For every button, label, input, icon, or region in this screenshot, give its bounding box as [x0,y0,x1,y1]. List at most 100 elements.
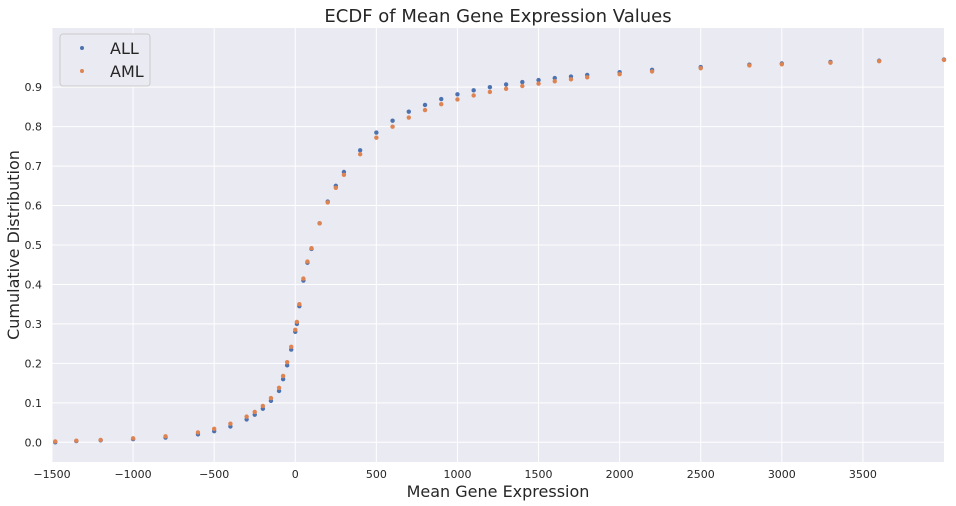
data-point-all [280,376,286,382]
data-point-aml [228,421,233,426]
x-tick-label: −500 [199,468,229,481]
data-point-aml [244,414,249,419]
data-point-aml [536,81,541,86]
x-tick-label: 2500 [687,468,715,481]
y-axis-ticks: 0.0 0.1 0.2 0.3 0.4 0.5 0.6 0.7 0.8 0.9 [25,81,43,449]
data-point-aml [305,259,310,264]
data-point-aml [130,436,136,441]
data-point-aml [520,83,525,89]
data-point-aml [284,359,290,365]
data-point-aml [74,438,79,443]
y-tick-label: 0.2 [25,357,43,370]
data-point-aml [439,101,444,107]
data-point-all [455,92,460,97]
data-point-all [520,79,525,85]
x-tick-label: −1500 [33,468,70,481]
data-point-all [276,388,282,394]
data-point-aml [293,327,298,333]
y-tick-label: 0.1 [25,397,43,410]
x-tick-label: 500 [366,468,387,481]
gridlines [51,28,944,462]
data-point-aml [552,79,557,84]
y-tick-label: 0.8 [25,121,43,134]
data-point-all [471,88,476,93]
data-point-aml [341,172,347,177]
y-tick-label: 0.9 [25,81,43,94]
data-point-aml [487,89,493,95]
data-point-all [552,75,557,81]
data-point-aml [294,319,300,325]
data-point-aml [211,426,217,432]
y-tick-label: 0.6 [25,200,43,213]
x-tick-label: 3500 [849,468,877,481]
data-point-aml [779,62,785,67]
legend-label-aml: AML [110,62,144,81]
data-point-aml [309,245,314,251]
x-tick-label: 1000 [443,468,471,481]
data-point-aml [649,69,655,74]
data-point-aml [317,221,322,226]
data-point-all [284,363,290,368]
y-tick-label: 0.3 [25,318,43,331]
data-point-aml [98,437,103,443]
legend: ALL AML [59,33,151,87]
legend-marker-aml [80,69,84,73]
data-point-aml [280,373,286,379]
data-point-aml [585,75,590,80]
data-point-aml [747,63,752,68]
data-point-aml [471,93,476,98]
data-point-aml [422,107,428,113]
x-tick-label: −1000 [114,468,151,481]
data-point-aml [53,439,58,444]
data-point-aml [876,58,882,64]
x-axis-ticks: −1500 −1000 −500 0 500 1000 1500 2000 2500 3000 35… [33,468,877,481]
y-tick-label: 0.4 [25,278,43,291]
data-point-aml [325,200,330,205]
data-point-aml [301,276,306,281]
data-point-all [406,109,411,114]
chart-title: ECDF of Mean Gene Expression Values [324,6,671,27]
data-point-aml [252,409,257,415]
x-tick-label: 2000 [606,468,634,481]
data-point-aml [260,403,266,409]
y-tick-label: 0.5 [25,239,43,252]
series-layer [53,57,947,445]
data-point-aml [195,430,201,435]
y-tick-label: 0.0 [25,436,43,449]
data-point-all [374,130,379,135]
data-point-aml [455,97,460,102]
y-axis-title: Cumulative Distribution [4,150,23,340]
y-tick-label: 0.7 [25,160,43,173]
data-point-aml [698,66,703,71]
data-point-aml [941,57,947,63]
data-point-aml [617,71,622,77]
legend-marker-all [80,46,84,50]
data-point-aml [333,185,339,190]
data-point-aml [503,86,509,91]
data-point-all [357,148,363,153]
data-point-aml [828,60,833,65]
series-aml [53,57,947,444]
data-point-all [422,102,428,108]
data-point-aml [268,395,274,401]
data-point-all [503,82,509,87]
x-tick-label: 1500 [525,468,553,481]
data-point-aml [568,77,574,82]
data-point-aml [357,152,363,157]
data-point-aml [276,385,282,391]
x-tick-label: 3000 [768,468,796,481]
data-point-all [390,118,395,123]
x-tick-label: 0 [292,468,299,481]
data-point-all [536,77,541,83]
data-point-aml [289,344,294,349]
data-point-aml [297,301,302,307]
data-point-aml [406,115,411,120]
data-point-aml [163,434,168,439]
data-point-all [439,96,444,102]
data-point-aml [374,135,379,140]
legend-label-all: ALL [110,39,139,58]
x-axis-title: Mean Gene Expression [407,482,590,501]
data-point-all [487,84,493,90]
data-point-aml [390,124,395,129]
